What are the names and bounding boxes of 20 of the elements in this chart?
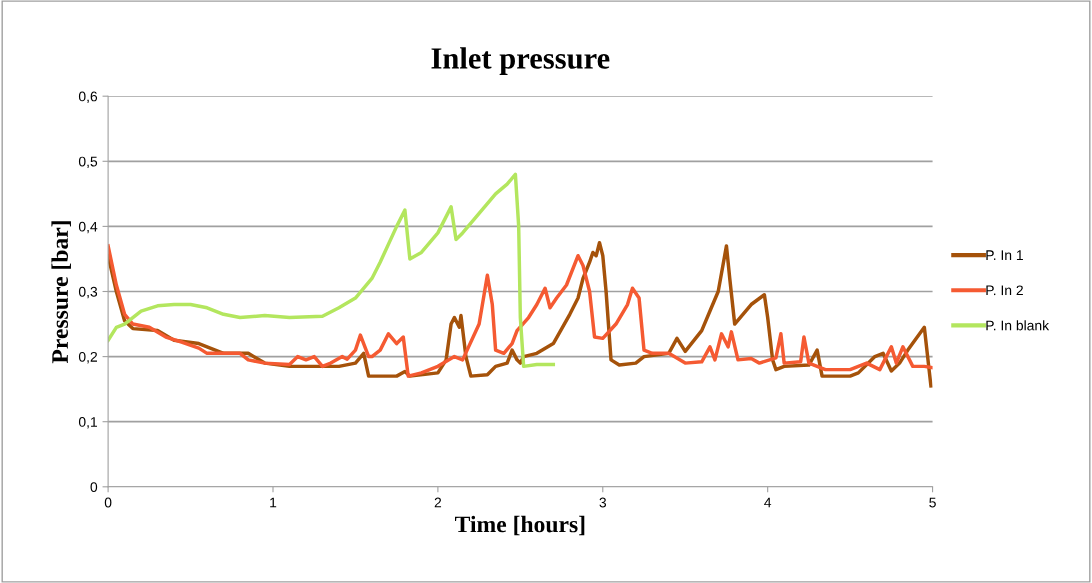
legend-label: P. In 1: [986, 250, 1023, 260]
y-tick-label: 0,1: [78, 417, 98, 429]
y-tick-label: 0: [90, 482, 98, 492]
x-tick-label: 2: [434, 497, 442, 508]
x-tick-label: 1: [270, 497, 277, 508]
x-tick-label: 0: [104, 497, 112, 508]
y-tick-label: 0,5: [78, 156, 98, 169]
legend-label: P. In 2: [986, 285, 1023, 296]
x-axis-title: Time [hours]: [455, 515, 585, 536]
x-tick-label: 3: [599, 497, 607, 508]
chart-title: Inlet pressure: [431, 47, 610, 75]
x-tick-label: 5: [929, 497, 936, 508]
y-tick-label: 0,4: [78, 221, 98, 234]
y-tick-label: 0,6: [78, 91, 98, 103]
line-series: [108, 172, 556, 369]
legend-label: P. In blank: [986, 320, 1050, 331]
y-tick-label: 0,2: [78, 351, 97, 364]
x-tick-label: 4: [764, 497, 772, 508]
y-tick-label: 0,3: [78, 286, 98, 299]
y-axis-title: Pressure [bar]: [51, 221, 71, 364]
